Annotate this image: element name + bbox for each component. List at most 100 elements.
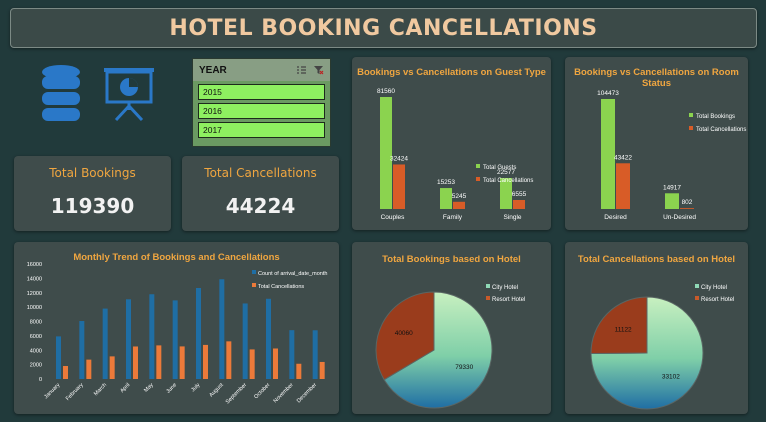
- x-tick-label: August: [208, 382, 225, 399]
- category-label: Desired: [604, 214, 627, 221]
- bar-october-0: [266, 298, 271, 379]
- year-slicer-label: YEAR: [199, 64, 227, 76]
- year-slicer-item-2016[interactable]: 2016: [198, 103, 325, 119]
- bar-april-0: [126, 299, 131, 379]
- bar-march-1: [109, 356, 115, 379]
- data-label: 15253: [437, 179, 455, 186]
- pie-slice-resort-hotel: [375, 291, 435, 381]
- y-tick-label: 4000: [30, 348, 42, 354]
- data-label: 79330: [455, 364, 473, 371]
- bar-july-1: [203, 344, 208, 379]
- category-label: Single: [503, 214, 521, 221]
- bar-march-0: [102, 308, 108, 379]
- guest-type-chart-panel: Bookings vs Cancellations on Guest Type …: [352, 57, 551, 230]
- total-cancellations-label: Total Cancellations: [204, 166, 317, 180]
- data-label: 104473: [597, 90, 619, 97]
- year-slicer-item-2015[interactable]: 2015: [198, 84, 325, 100]
- legend-swatch: [695, 296, 699, 300]
- total-bookings-value: 119390: [50, 194, 135, 218]
- legend-swatch: [695, 284, 699, 288]
- bar-desired-0: [601, 99, 615, 209]
- bar-couples-0: [380, 97, 392, 209]
- legend-entry: City Hotel: [492, 285, 518, 291]
- x-tick-label: October: [253, 382, 271, 400]
- bar-un-desired-0: [665, 193, 679, 209]
- bar-may-1: [156, 345, 162, 379]
- monthly-trend-chart-panel: Monthly Trend of Bookings and Cancellati…: [14, 242, 339, 414]
- bar-april-1: [133, 346, 138, 379]
- pie-slice-city-hotel: [590, 296, 704, 410]
- room-status-chart: 104473 43422 Desired 14917 802 Un-Desired Tota…: [597, 90, 746, 221]
- legend-entry: Total Cancellations: [483, 178, 533, 184]
- clear-filter-icon[interactable]: [313, 65, 324, 75]
- legend-swatch: [476, 164, 480, 168]
- bar-september-0: [242, 303, 248, 379]
- x-tick-label: September: [225, 382, 248, 405]
- bar-november-0: [289, 330, 295, 379]
- y-tick-label: 2000: [30, 363, 42, 369]
- x-tick-label: December: [296, 382, 318, 404]
- data-label: 14917: [663, 184, 681, 191]
- page-title: HOTEL BOOKING CANCELLATIONS: [169, 15, 598, 41]
- multi-select-icon[interactable]: [296, 65, 307, 75]
- legend-entry: Total Cancellations: [696, 127, 746, 133]
- bar-june-1: [179, 346, 185, 379]
- x-tick-label: July: [190, 382, 201, 393]
- legend-swatch: [689, 126, 693, 130]
- bookings-by-hotel-title: Total Bookings based on Hotel: [382, 254, 521, 265]
- bar-january-1: [63, 366, 68, 379]
- data-label: 43422: [614, 154, 632, 161]
- bar-couples-1: [393, 164, 405, 209]
- legend-swatch: [252, 283, 256, 287]
- guest-type-chart-title: Bookings vs Cancellations on Guest Type: [357, 67, 546, 78]
- y-tick-label: 0: [39, 377, 42, 383]
- bar-february-0: [79, 321, 85, 379]
- legend-swatch: [476, 177, 480, 181]
- data-label: 5245: [452, 193, 467, 200]
- y-tick-label: 6000: [30, 334, 42, 340]
- legend-entry: Resort Hotel: [701, 297, 734, 303]
- bar-june-0: [172, 300, 178, 379]
- presentation-icon: [102, 66, 156, 122]
- legend-entry: Total Cancellations: [258, 284, 304, 290]
- cancellations-by-hotel-panel: Total Cancellations based on Hotel 33102…: [565, 242, 748, 414]
- legend-swatch: [486, 284, 490, 288]
- x-tick-label: June: [165, 382, 178, 395]
- year-slicer: YEAR 2015 2016 2017: [192, 58, 331, 147]
- category-label: Family: [443, 214, 463, 221]
- data-label: 802: [682, 199, 693, 206]
- bar-february-1: [86, 359, 92, 379]
- data-label: 40060: [395, 330, 413, 337]
- data-label: 22577: [497, 169, 515, 176]
- data-label: 81560: [377, 88, 395, 95]
- bar-december-0: [312, 330, 318, 379]
- x-tick-label: May: [143, 382, 155, 394]
- total-cancellations-value: 44224: [225, 194, 296, 218]
- year-slicer-item-2017[interactable]: 2017: [198, 122, 325, 138]
- bar-december-1: [319, 361, 325, 379]
- legend-swatch: [486, 296, 490, 300]
- data-label: 6555: [512, 191, 527, 198]
- bar-un-desired-1: [680, 208, 694, 209]
- pie-slice-city-hotel: [383, 291, 493, 409]
- data-label: 11122: [615, 326, 632, 333]
- cancellations-by-hotel-title: Total Cancellations based on Hotel: [577, 254, 736, 265]
- y-tick-label: 12000: [27, 291, 42, 297]
- pie-slice-resort-hotel: [590, 296, 648, 355]
- bookings-by-hotel-panel: Total Bookings based on Hotel 79330 40060…: [352, 242, 551, 414]
- total-bookings-card: Total Bookings 119390: [14, 156, 171, 231]
- x-tick-label: March: [93, 382, 108, 397]
- monthly-trend-chart: 0 2000 4000 6000 8000 10000 12000 14000 16000 Jan…: [27, 262, 328, 405]
- cancellations-by-hotel-pie: 33102 11122 City Hotel Resort Hotel: [590, 284, 734, 410]
- room-status-chart-panel: Bookings vs Cancellations on Room Status…: [565, 57, 748, 230]
- legend-swatch: [252, 270, 256, 274]
- bar-desired-1: [616, 163, 630, 209]
- bar-single-0: [500, 177, 512, 209]
- dashboard-title-bar: HOTEL BOOKING CANCELLATIONS: [10, 8, 757, 48]
- x-tick-label: April: [119, 382, 131, 394]
- legend-entry: Total Guests: [483, 165, 516, 171]
- bar-single-1: [513, 199, 525, 209]
- monthly-trend-chart-title: Monthly Trend of Bookings and Cancellati…: [73, 252, 280, 263]
- total-cancellations-card: Total Cancellations 44224: [182, 156, 339, 231]
- bar-july-0: [196, 287, 201, 379]
